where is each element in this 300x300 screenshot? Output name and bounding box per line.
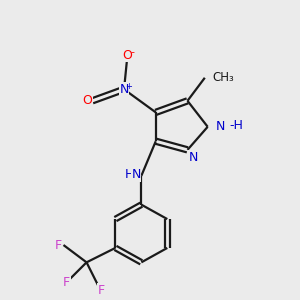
Text: O: O <box>82 94 92 107</box>
Text: N: N <box>216 120 225 133</box>
Text: N: N <box>119 83 129 96</box>
Text: N: N <box>189 151 198 164</box>
Text: F: F <box>63 276 70 289</box>
Text: CH₃: CH₃ <box>212 71 234 84</box>
Text: +: + <box>125 82 132 91</box>
Text: F: F <box>98 284 104 297</box>
Text: N: N <box>131 168 141 181</box>
Text: -H: -H <box>230 119 244 132</box>
Text: H: H <box>124 168 134 181</box>
Text: O: O <box>122 49 132 62</box>
Text: -: - <box>130 47 134 57</box>
Text: F: F <box>55 238 62 251</box>
